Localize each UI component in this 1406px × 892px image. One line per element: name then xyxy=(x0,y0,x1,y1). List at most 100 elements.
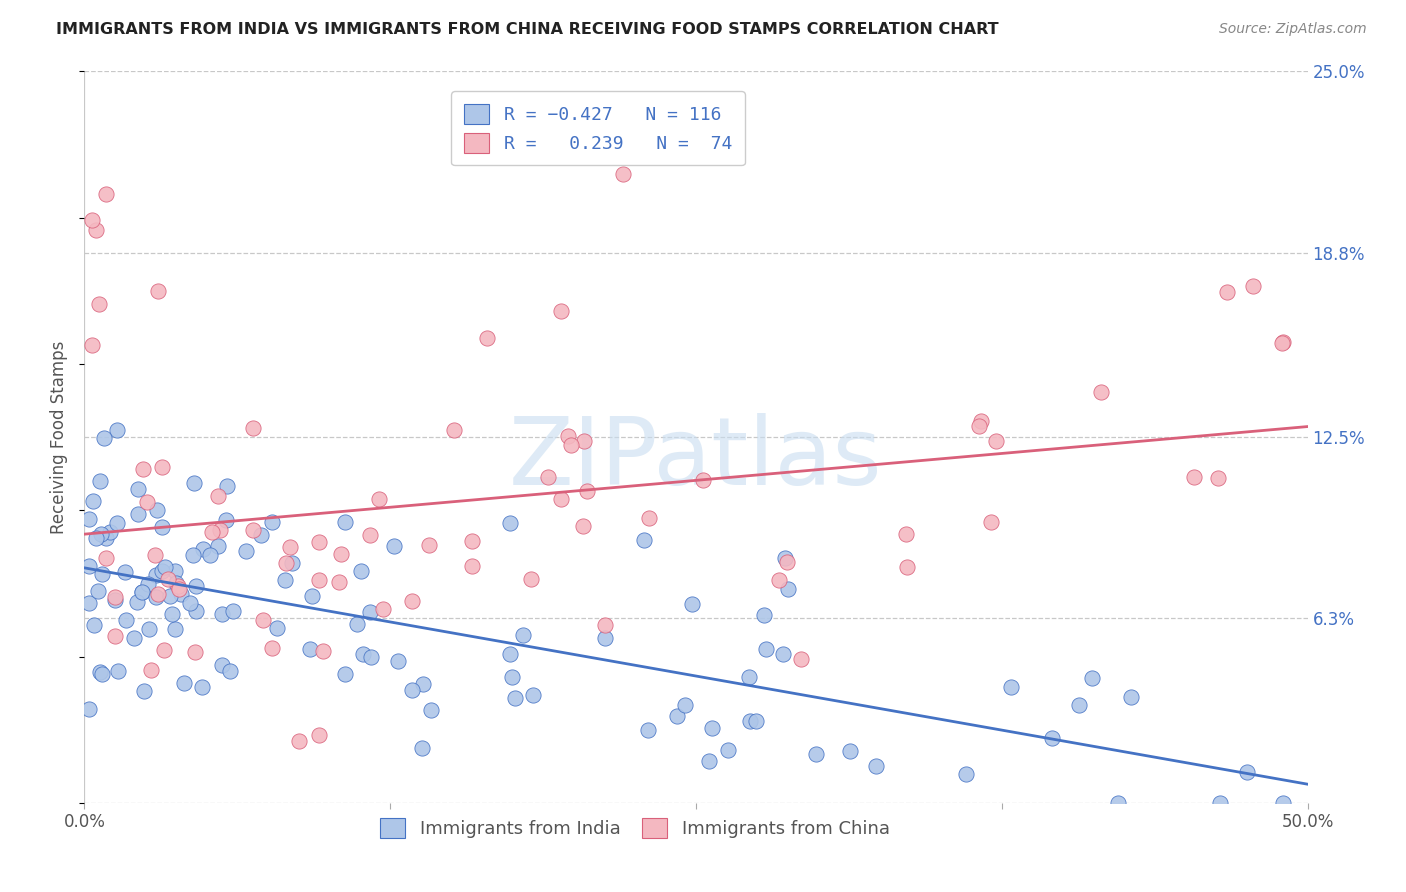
Point xyxy=(1241,279,1264,293)
Point xyxy=(94,187,117,202)
Point xyxy=(755,642,778,657)
Point xyxy=(141,663,163,677)
Point xyxy=(550,492,572,507)
Point xyxy=(1271,336,1294,351)
Point xyxy=(94,551,117,566)
Point xyxy=(865,759,887,773)
Point xyxy=(955,767,977,781)
Point xyxy=(132,683,155,698)
Point xyxy=(207,539,229,553)
Point xyxy=(211,607,233,621)
Point xyxy=(167,582,190,596)
Point xyxy=(572,519,595,533)
Point xyxy=(673,698,696,713)
Point xyxy=(87,583,110,598)
Point xyxy=(266,621,288,635)
Point xyxy=(83,617,105,632)
Point xyxy=(105,516,128,530)
Point xyxy=(207,489,229,503)
Point xyxy=(146,503,169,517)
Point xyxy=(560,437,582,451)
Point xyxy=(986,434,1008,449)
Point xyxy=(262,515,284,529)
Point xyxy=(107,664,129,678)
Point xyxy=(308,535,330,549)
Point xyxy=(896,560,918,574)
Point xyxy=(537,470,560,484)
Text: Source: ZipAtlas.com: Source: ZipAtlas.com xyxy=(1219,22,1367,37)
Point xyxy=(352,647,374,661)
Point xyxy=(127,507,149,521)
Point xyxy=(328,574,350,589)
Point xyxy=(575,484,598,499)
Point xyxy=(330,547,353,561)
Point xyxy=(150,520,173,534)
Point xyxy=(387,654,409,668)
Point xyxy=(191,680,214,694)
Point xyxy=(612,167,634,181)
Point xyxy=(503,690,526,705)
Point xyxy=(125,594,148,608)
Point xyxy=(90,566,112,581)
Point xyxy=(80,337,103,351)
Point xyxy=(288,734,311,748)
Point xyxy=(520,572,543,586)
Point xyxy=(894,526,917,541)
Point xyxy=(89,474,111,488)
Point xyxy=(301,589,323,603)
Point xyxy=(499,648,522,662)
Point xyxy=(93,431,115,445)
Point xyxy=(94,531,117,545)
Point xyxy=(114,565,136,579)
Point xyxy=(697,754,720,768)
Point xyxy=(1081,671,1104,685)
Point xyxy=(738,714,761,728)
Point xyxy=(162,607,184,622)
Point xyxy=(557,429,579,443)
Text: IMMIGRANTS FROM INDIA VS IMMIGRANTS FROM CHINA RECEIVING FOOD STAMPS CORRELATION: IMMIGRANTS FROM INDIA VS IMMIGRANTS FROM… xyxy=(56,22,998,37)
Point xyxy=(87,297,110,311)
Point xyxy=(159,589,181,603)
Point xyxy=(105,423,128,437)
Point xyxy=(201,525,224,540)
Point xyxy=(145,568,167,582)
Point xyxy=(461,534,484,549)
Point xyxy=(1069,698,1091,713)
Point xyxy=(90,527,112,541)
Point xyxy=(209,523,232,537)
Point xyxy=(104,593,127,607)
Point xyxy=(1000,680,1022,694)
Point xyxy=(461,558,484,573)
Point xyxy=(738,670,761,684)
Point xyxy=(77,558,100,573)
Point xyxy=(333,515,356,529)
Point xyxy=(967,419,990,434)
Point xyxy=(401,683,423,698)
Point xyxy=(157,572,180,586)
Point xyxy=(186,604,208,618)
Point xyxy=(104,629,127,643)
Point xyxy=(77,511,100,525)
Point xyxy=(146,284,169,298)
Point xyxy=(418,538,440,552)
Point xyxy=(752,608,775,623)
Point xyxy=(308,728,330,742)
Point xyxy=(82,494,104,508)
Point xyxy=(1107,796,1129,810)
Point xyxy=(165,564,187,578)
Point xyxy=(681,597,703,611)
Point xyxy=(131,585,153,599)
Point xyxy=(122,632,145,646)
Point xyxy=(1040,731,1063,745)
Point xyxy=(412,676,434,690)
Point xyxy=(790,652,813,666)
Point xyxy=(167,579,190,593)
Point xyxy=(512,628,534,642)
Point xyxy=(1236,765,1258,780)
Point xyxy=(163,622,186,636)
Point xyxy=(222,604,245,618)
Point xyxy=(91,667,114,681)
Point xyxy=(114,613,136,627)
Point xyxy=(183,475,205,490)
Point xyxy=(184,645,207,659)
